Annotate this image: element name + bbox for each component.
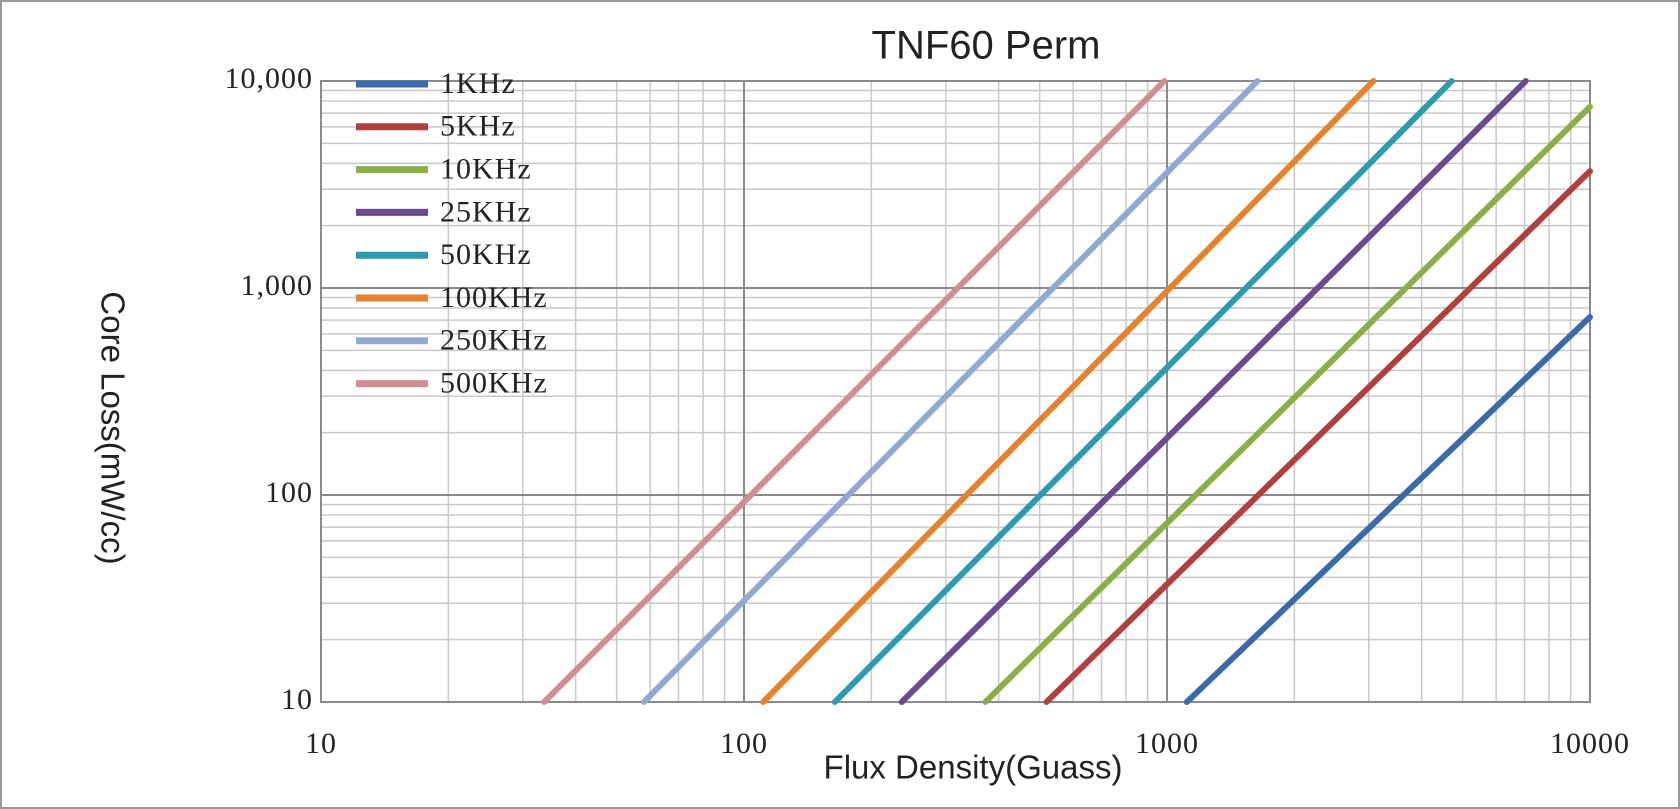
legend-label: 100KHz	[440, 281, 548, 314]
plot-border	[320, 80, 1591, 703]
legend-label: 10KHz	[440, 152, 532, 185]
chart-title: TNF60 Perm	[872, 24, 1101, 68]
legend-label: 25KHz	[440, 195, 532, 228]
line	[898, 78, 1529, 705]
line	[640, 78, 1261, 705]
legend-label: 50KHz	[440, 238, 532, 271]
line	[541, 78, 1168, 705]
x-tick-label: 100	[720, 727, 768, 760]
x-tick-label: 1000	[1135, 727, 1199, 760]
legend-label: 1KHz	[440, 67, 516, 100]
line	[760, 78, 1377, 705]
y-tick-label: 1,000	[241, 269, 314, 302]
y-tick-label: 10	[281, 683, 313, 716]
line	[831, 78, 1455, 705]
y-tick-label: 10,000	[225, 62, 314, 95]
y-axis-label: Core Loss(mW/cc)	[94, 291, 131, 564]
legend-label: 5KHz	[440, 110, 516, 143]
x-tick-label: 10	[305, 727, 337, 760]
x-tick-label: 10000	[1550, 727, 1630, 760]
legend-label: 250KHz	[440, 324, 548, 357]
x-axis-label: Flux Density(Guass)	[824, 749, 1123, 786]
legend-label: 500KHz	[440, 366, 548, 399]
line	[1043, 168, 1593, 705]
y-tick-label: 100	[265, 476, 313, 509]
line	[982, 103, 1593, 705]
line	[1183, 314, 1593, 705]
